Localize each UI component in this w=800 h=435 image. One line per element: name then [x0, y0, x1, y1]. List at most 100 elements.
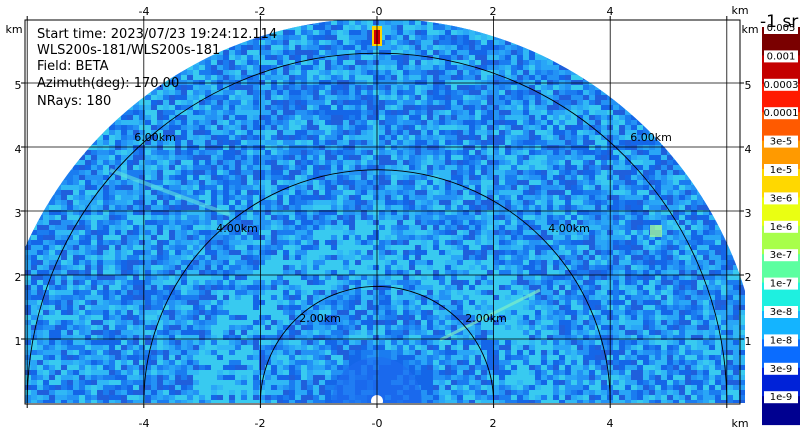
- fan-cell: [397, 285, 403, 290]
- fan-cell: [475, 230, 481, 235]
- fan-cell: [409, 130, 415, 135]
- fan-cell: [283, 115, 289, 120]
- fan-cell: [187, 235, 193, 240]
- fan-cell: [145, 240, 151, 245]
- fan-cell: [493, 265, 499, 270]
- fan-cell: [721, 240, 727, 245]
- fan-cell: [283, 120, 289, 125]
- fan-cell: [283, 160, 289, 165]
- fan-cell: [643, 175, 649, 180]
- fan-cell: [343, 275, 349, 280]
- fan-cell: [115, 195, 121, 200]
- fan-cell: [223, 80, 229, 85]
- fan-cell: [499, 140, 505, 145]
- fan-cell: [409, 240, 415, 245]
- fan-cell: [427, 135, 433, 140]
- fan-cell: [523, 145, 529, 150]
- fan-cell: [463, 200, 469, 205]
- fan-cell: [391, 120, 397, 125]
- fan-cell: [625, 260, 631, 265]
- fan-cell: [673, 275, 679, 280]
- fan-cell: [163, 200, 169, 205]
- fan-cell: [691, 190, 697, 195]
- fan-cell: [37, 240, 43, 245]
- fan-cell: [463, 60, 469, 65]
- fan-cell: [403, 125, 409, 130]
- fan-cell: [373, 115, 379, 120]
- fan-cell: [367, 60, 373, 65]
- fan-cell: [85, 210, 91, 215]
- fan-cell: [469, 45, 475, 50]
- fan-cell: [157, 90, 163, 95]
- fan-cell: [637, 265, 643, 270]
- fan-cell: [523, 85, 529, 90]
- fan-cell: [457, 130, 463, 135]
- fan-cell: [385, 235, 391, 240]
- fan-cell: [151, 280, 157, 285]
- fan-cell: [403, 250, 409, 255]
- fan-cell: [433, 45, 439, 50]
- fan-cell: [685, 270, 691, 275]
- fan-cell: [235, 210, 241, 215]
- fan-cell: [523, 250, 529, 255]
- fan-cell: [511, 275, 517, 280]
- fan-cell: [439, 185, 445, 190]
- fan-cell: [451, 250, 457, 255]
- fan-cell: [43, 240, 49, 245]
- fan-cell: [91, 155, 97, 160]
- fan-cell: [73, 240, 79, 245]
- fan-cell: [325, 280, 331, 285]
- fan-cell: [319, 90, 325, 95]
- fan-cell: [349, 40, 355, 45]
- fan-cell: [355, 140, 361, 145]
- fan-cell: [127, 260, 133, 265]
- fan-cell: [637, 260, 643, 265]
- fan-cell: [505, 125, 511, 130]
- fan-cell: [445, 220, 451, 225]
- fan-cell: [259, 35, 265, 40]
- fan-cell: [631, 280, 637, 285]
- fan-cell: [535, 225, 541, 230]
- fan-cell: [505, 285, 511, 290]
- fan-cell: [637, 130, 643, 135]
- fan-cell: [319, 125, 325, 130]
- fan-cell: [691, 195, 697, 200]
- fan-cell: [553, 275, 559, 280]
- fan-cell: [415, 80, 421, 85]
- fan-cell: [397, 170, 403, 175]
- fan-cell: [31, 240, 37, 245]
- fan-cell: [67, 255, 73, 260]
- fan-cell: [445, 140, 451, 145]
- fan-cell: [391, 275, 397, 280]
- fan-cell: [295, 150, 301, 155]
- fan-cell: [343, 235, 349, 240]
- fan-cell: [313, 75, 319, 80]
- fan-cell: [193, 70, 199, 75]
- fan-cell: [421, 115, 427, 120]
- fan-cell: [535, 265, 541, 270]
- fan-cell: [463, 45, 469, 50]
- fan-cell: [253, 200, 259, 205]
- fan-cell: [565, 145, 571, 150]
- fan-cell: [667, 230, 673, 235]
- fan-cell: [481, 100, 487, 105]
- fan-cell: [427, 120, 433, 125]
- fan-cell: [79, 250, 85, 255]
- fan-cell: [553, 220, 559, 225]
- fan-cell: [553, 95, 559, 100]
- fan-cell: [421, 220, 427, 225]
- fan-cell: [475, 160, 481, 165]
- fan-cell: [415, 280, 421, 285]
- fan-cell: [367, 45, 373, 50]
- fan-cell: [379, 125, 385, 130]
- fan-cell: [733, 270, 739, 275]
- fan-cell: [289, 245, 295, 250]
- fan-cell: [157, 240, 163, 245]
- fan-cell: [493, 80, 499, 85]
- fan-cell: [643, 240, 649, 245]
- fan-cell: [577, 260, 583, 265]
- fan-cell: [667, 200, 673, 205]
- fan-cell: [433, 275, 439, 280]
- fan-cell: [421, 210, 427, 215]
- fan-cell: [223, 230, 229, 235]
